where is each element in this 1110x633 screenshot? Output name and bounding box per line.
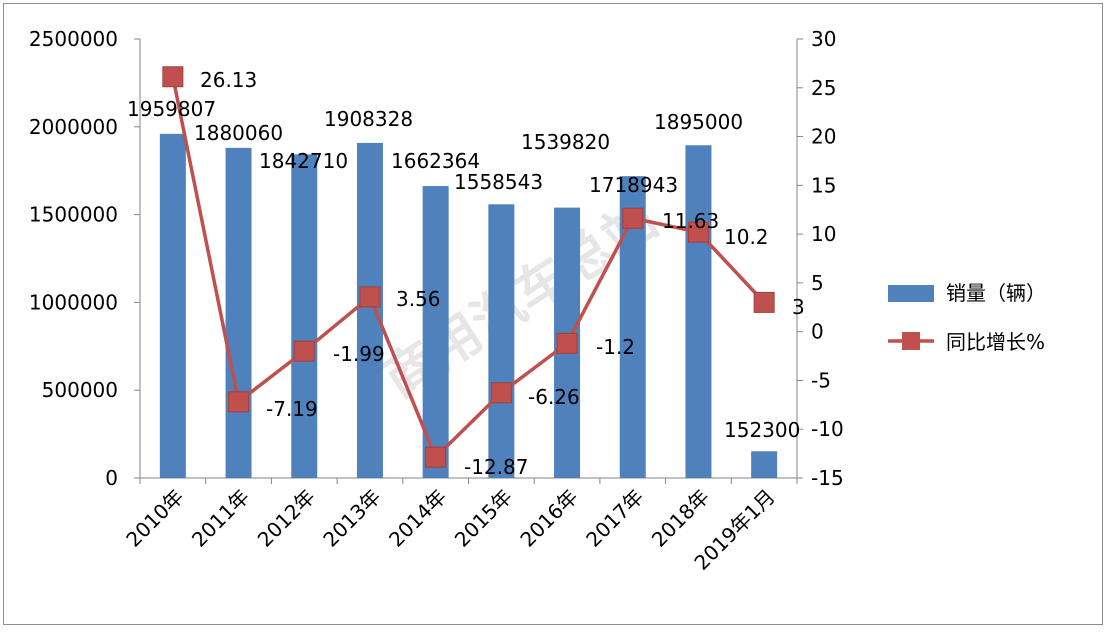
- bar-sales: [488, 204, 515, 478]
- line-marker: [162, 66, 184, 88]
- line-marker: [293, 340, 315, 362]
- bar-sales: [751, 451, 778, 478]
- legend-swatch-sales: [888, 285, 934, 302]
- x-category-label: 2015年: [450, 485, 517, 552]
- line-data-label: 3: [792, 295, 805, 319]
- line-marker: [622, 207, 644, 229]
- line-growth: [171, 76, 766, 459]
- bar-sales: [422, 186, 449, 479]
- line-marker: [359, 286, 381, 308]
- y-left-tick-label: 1000000: [29, 290, 118, 314]
- y-right-tick-label: -5: [811, 368, 831, 392]
- x-category-label: 2017年: [581, 485, 648, 552]
- bar-sales: [225, 147, 252, 479]
- bar-data-label: 1558543: [454, 170, 543, 194]
- y-left-tick-label: 1500000: [29, 203, 118, 227]
- y-right-tick-label: 30: [811, 27, 836, 51]
- line-data-label: -12.87: [464, 455, 528, 479]
- bar-data-label: 1718943: [589, 173, 678, 197]
- bar-data-label: 1880060: [194, 121, 283, 145]
- legend-label-growth: 同比增长%: [946, 330, 1045, 354]
- legend-swatch-growth-marker: [902, 332, 920, 350]
- bar-data-label: 152300: [724, 418, 800, 442]
- x-category-label: 2011年: [187, 485, 254, 552]
- x-category-label: 2014年: [384, 485, 451, 552]
- bar-sales: [159, 133, 186, 478]
- x-category-label: 2018年: [647, 485, 714, 552]
- line-data-label: 26.13: [200, 68, 257, 92]
- line-marker: [425, 446, 447, 468]
- y-right-tick-label: -15: [811, 466, 844, 490]
- legend-label-sales: 销量（辆）: [946, 281, 1046, 305]
- y-left-tick-label: 0: [105, 466, 118, 490]
- bar-data-label: 1539820: [521, 130, 610, 154]
- line-marker: [687, 221, 709, 243]
- x-category-label: 2010年: [121, 485, 188, 552]
- y-right-tick-label: 10: [811, 222, 836, 246]
- y-right-tick-label: 5: [811, 271, 824, 295]
- bar-data-label: 1842710: [259, 149, 348, 173]
- line-data-label: 11.63: [662, 209, 719, 233]
- line-marker: [753, 291, 775, 313]
- bar-data-label: 1662364: [391, 149, 480, 173]
- chart-frame: 商用汽车总站 2500000 2000000 1500000 1000000 50000…: [3, 3, 1103, 625]
- y-left-tick-label: 2000000: [29, 115, 118, 139]
- bar-sales: [685, 145, 712, 478]
- line-marker: [556, 332, 578, 354]
- combo-chart: 商用汽车总站 250000020000001500000100000050000…: [29, 27, 1046, 575]
- bar-data-label: 1908328: [324, 107, 413, 131]
- y-right-tick-label: 15: [811, 173, 836, 197]
- line-marker: [228, 391, 250, 413]
- line-data-label: -1.99: [333, 342, 385, 366]
- y-left-tick-label: 500000: [42, 378, 118, 402]
- x-category-label: 2012年: [253, 485, 320, 552]
- x-category-label: 2013年: [318, 485, 385, 552]
- line-data-label: 10.2: [724, 225, 769, 249]
- line-data-label: 3.56: [396, 287, 441, 311]
- bar-sales: [291, 154, 318, 479]
- y-right-tick-label: -10: [811, 417, 844, 441]
- bar-data-label: 1959807: [127, 97, 216, 121]
- line-data-label: -6.26: [528, 385, 580, 409]
- bar-sales: [356, 142, 383, 479]
- x-category-label: 2016年: [515, 485, 582, 552]
- bar-data-label: 1895000: [654, 110, 743, 134]
- y-left-tick-label: 2500000: [29, 27, 118, 51]
- y-right-tick-label: 25: [811, 76, 836, 100]
- line-data-label: -1.2: [596, 335, 635, 359]
- line-data-label: -7.19: [266, 397, 318, 421]
- line-marker: [490, 382, 512, 404]
- y-right-tick-label: 0: [811, 320, 824, 344]
- y-right-tick-label: 20: [811, 125, 836, 149]
